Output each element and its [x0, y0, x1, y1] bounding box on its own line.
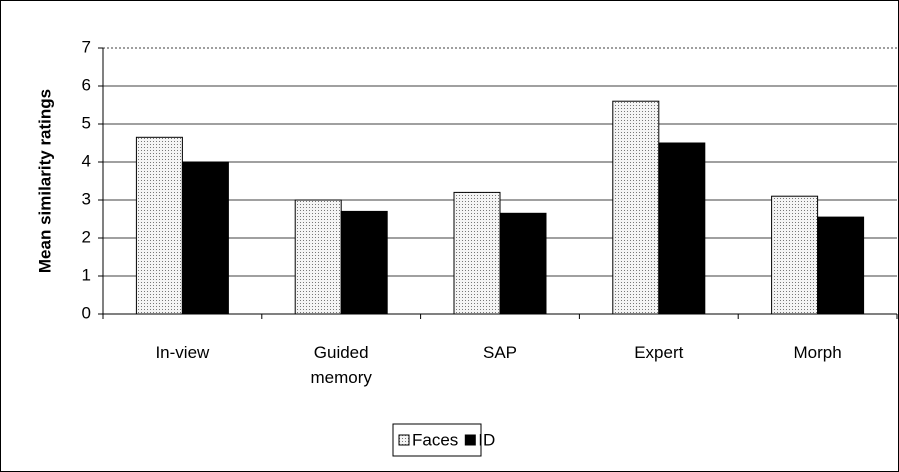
x-tick-label: Morph	[793, 343, 842, 362]
bar	[771, 195, 819, 315]
y-tick-label: 0	[82, 303, 91, 322]
legend-swatch	[398, 434, 410, 446]
y-tick-label: 6	[82, 75, 91, 94]
legend-label: Faces	[412, 430, 458, 449]
legend-label: ID	[478, 430, 495, 449]
bar	[658, 142, 706, 315]
bar	[499, 212, 547, 315]
bar	[340, 210, 388, 315]
x-tick-label: In-view	[155, 343, 210, 362]
y-tick-label: 3	[82, 189, 91, 208]
y-tick-label: 1	[82, 265, 91, 284]
y-tick-label: 2	[82, 227, 91, 246]
y-axis-label: Mean similarity ratings	[35, 89, 54, 273]
bar	[453, 191, 501, 315]
legend-swatch	[464, 434, 476, 446]
bar	[181, 161, 229, 315]
bar	[135, 136, 183, 315]
x-tick-label: Expert	[634, 343, 684, 362]
bar	[817, 216, 865, 315]
x-tick-label: Guided memory	[310, 343, 372, 387]
bar	[294, 199, 342, 315]
y-tick-label: 5	[82, 113, 91, 132]
y-tick-label: 4	[82, 151, 91, 170]
x-tick-label: SAP	[482, 343, 518, 362]
y-tick-label: 7	[82, 37, 91, 56]
bar	[612, 100, 660, 315]
